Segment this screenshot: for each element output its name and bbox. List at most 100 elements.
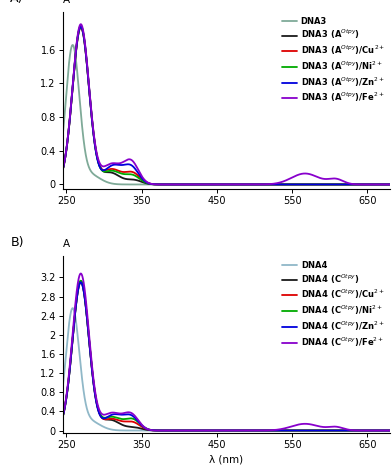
DNA4 (C$^{Otpy}$)/Zn$^{2+}$ xyxy=(346,428,351,433)
DNA4 xyxy=(388,428,392,433)
DNA3 (A$^{Otpy}$) xyxy=(186,182,191,187)
DNA3 xyxy=(70,42,75,48)
DNA3 (A$^{Otpy}$)/Zn$^{2+}$ xyxy=(200,182,205,187)
DNA3 (A$^{Otpy}$) xyxy=(200,182,205,187)
DNA4 (C$^{Otpy}$)/Fe$^{2+}$ xyxy=(381,428,386,433)
DNA3 (A$^{Otpy}$)/Ni$^{2+}$ xyxy=(388,182,392,187)
DNA3 xyxy=(60,133,65,139)
DNA4 (C$^{Otpy}$)/Cu$^{2+}$ xyxy=(388,428,392,433)
DNA3 (A$^{Otpy}$) xyxy=(381,182,386,187)
DNA3 (A$^{Otpy}$)/Fe$^{2+}$ xyxy=(381,182,386,187)
DNA4 (C$^{Otpy}$)/Cu$^{2+}$ xyxy=(346,428,351,433)
DNA3 xyxy=(117,182,122,187)
DNA4 (C$^{Otpy}$)/Zn$^{2+}$ xyxy=(388,428,392,433)
DNA4 (C$^{Otpy}$) xyxy=(388,428,392,433)
Line: DNA4 (C$^{Otpy}$)/Fe$^{2+}$: DNA4 (C$^{Otpy}$)/Fe$^{2+}$ xyxy=(63,273,390,431)
DNA4 xyxy=(117,428,122,433)
DNA4 (C$^{Otpy}$)/Ni$^{2+}$ xyxy=(388,428,392,433)
DNA3 (A$^{Otpy}$)/Zn$^{2+}$ xyxy=(381,182,386,187)
DNA3 (A$^{Otpy}$)/Fe$^{2+}$ xyxy=(60,167,65,172)
DNA3 (A$^{Otpy}$) xyxy=(117,174,122,179)
DNA3 (A$^{Otpy}$)/Cu$^{2+}$ xyxy=(346,182,351,187)
DNA4 xyxy=(60,385,65,391)
DNA3 (A$^{Otpy}$)/Cu$^{2+}$ xyxy=(381,182,386,187)
Text: B): B) xyxy=(10,236,24,249)
DNA4 xyxy=(381,428,386,433)
DNA3 (A$^{Otpy}$)/Zn$^{2+}$ xyxy=(78,24,83,29)
DNA4 (C$^{Otpy}$)/Ni$^{2+}$ xyxy=(186,428,191,433)
DNA4 (C$^{Otpy}$)/Fe$^{2+}$ xyxy=(388,428,392,433)
Line: DNA3 (A$^{Otpy}$)/Ni$^{2+}$: DNA3 (A$^{Otpy}$)/Ni$^{2+}$ xyxy=(63,27,390,184)
Line: DNA4 (C$^{Otpy}$)/Zn$^{2+}$: DNA4 (C$^{Otpy}$)/Zn$^{2+}$ xyxy=(63,282,390,431)
Legend: DNA3, DNA3 (A$^{Otpy}$), DNA3 (A$^{Otpy}$)/Cu$^{2+}$, DNA3 (A$^{Otpy}$)/Ni$^{2+}: DNA3, DNA3 (A$^{Otpy}$), DNA3 (A$^{Otpy}… xyxy=(281,16,386,105)
DNA3 (A$^{Otpy}$)/Cu$^{2+}$ xyxy=(78,25,83,30)
DNA3 (A$^{Otpy}$) xyxy=(346,182,351,187)
DNA4 (C$^{Otpy}$)/Cu$^{2+}$ xyxy=(78,278,83,284)
DNA4 (C$^{Otpy}$)/Fe$^{2+}$ xyxy=(186,428,191,433)
DNA3 (A$^{Otpy}$)/Cu$^{2+}$ xyxy=(186,182,191,187)
DNA4 (C$^{Otpy}$)/Ni$^{2+}$ xyxy=(98,411,103,417)
DNA4 (C$^{Otpy}$) xyxy=(186,428,191,433)
DNA4 (C$^{Otpy}$)/Ni$^{2+}$ xyxy=(60,414,65,419)
Line: DNA3 (A$^{Otpy}$)/Cu$^{2+}$: DNA3 (A$^{Otpy}$)/Cu$^{2+}$ xyxy=(63,28,390,184)
DNA4 (C$^{Otpy}$)/Ni$^{2+}$ xyxy=(346,428,351,433)
DNA4 (C$^{Otpy}$)/Fe$^{2+}$ xyxy=(346,427,351,432)
DNA3 (A$^{Otpy}$)/Fe$^{2+}$ xyxy=(98,161,103,167)
DNA3 (A$^{Otpy}$)/Zn$^{2+}$ xyxy=(388,182,392,187)
DNA4 (C$^{Otpy}$)/Ni$^{2+}$ xyxy=(381,428,386,433)
Legend: DNA4, DNA4 (C$^{Otpy}$), DNA4 (C$^{Otpy}$)/Cu$^{2+}$, DNA4 (C$^{Otpy}$)/Ni$^{2+}: DNA4, DNA4 (C$^{Otpy}$), DNA4 (C$^{Otpy}… xyxy=(281,260,386,350)
Line: DNA3 (A$^{Otpy}$)/Zn$^{2+}$: DNA3 (A$^{Otpy}$)/Zn$^{2+}$ xyxy=(63,27,390,184)
DNA4 xyxy=(346,428,351,433)
X-axis label: λ (nm): λ (nm) xyxy=(209,454,243,464)
Text: A): A) xyxy=(10,0,24,5)
Line: DNA4 (C$^{Otpy}$)/Cu$^{2+}$: DNA4 (C$^{Otpy}$)/Cu$^{2+}$ xyxy=(63,281,390,431)
DNA3 (A$^{Otpy}$)/Zn$^{2+}$ xyxy=(346,182,351,187)
DNA4 (C$^{Otpy}$) xyxy=(98,412,103,417)
DNA4 (C$^{Otpy}$)/Zn$^{2+}$ xyxy=(186,428,191,433)
DNA3 (A$^{Otpy}$)/Cu$^{2+}$ xyxy=(98,164,103,169)
DNA3 xyxy=(388,182,392,187)
DNA4 (C$^{Otpy}$) xyxy=(60,414,65,420)
DNA4 xyxy=(200,428,205,433)
DNA3 xyxy=(346,182,351,187)
DNA3 (A$^{Otpy}$)/Fe$^{2+}$ xyxy=(186,182,191,187)
DNA4 (C$^{Otpy}$)/Cu$^{2+}$ xyxy=(98,412,103,418)
DNA3 (A$^{Otpy}$) xyxy=(388,182,392,187)
DNA3 (A$^{Otpy}$)/Fe$^{2+}$ xyxy=(192,182,197,187)
DNA4 (C$^{Otpy}$)/Zn$^{2+}$ xyxy=(60,414,65,420)
DNA3 (A$^{Otpy}$)/Ni$^{2+}$ xyxy=(98,165,103,170)
DNA4 (C$^{Otpy}$)/Fe$^{2+}$ xyxy=(60,413,65,419)
DNA4 (C$^{Otpy}$)/Zn$^{2+}$ xyxy=(381,428,386,433)
Line: DNA3 (A$^{Otpy}$): DNA3 (A$^{Otpy}$) xyxy=(63,26,390,184)
DNA4 (C$^{Otpy}$)/Cu$^{2+}$ xyxy=(117,418,122,424)
DNA3 (A$^{Otpy}$)/Cu$^{2+}$ xyxy=(388,182,392,187)
DNA3 (A$^{Otpy}$)/Zn$^{2+}$ xyxy=(186,182,191,187)
Line: DNA4 (C$^{Otpy}$)/Ni$^{2+}$: DNA4 (C$^{Otpy}$)/Ni$^{2+}$ xyxy=(63,281,390,431)
DNA4 (C$^{Otpy}$)/Fe$^{2+}$ xyxy=(78,271,83,276)
DNA4 (C$^{Otpy}$)/Ni$^{2+}$ xyxy=(200,428,205,433)
DNA4 (C$^{Otpy}$)/Fe$^{2+}$ xyxy=(98,409,103,415)
DNA4 (C$^{Otpy}$)/Cu$^{2+}$ xyxy=(186,428,191,433)
Text: A: A xyxy=(63,239,70,249)
DNA4 (C$^{Otpy}$)/Fe$^{2+}$ xyxy=(117,411,122,417)
DNA4 (C$^{Otpy}$) xyxy=(200,428,205,433)
DNA3 (A$^{Otpy}$)/Ni$^{2+}$ xyxy=(60,167,65,173)
DNA3 (A$^{Otpy}$) xyxy=(60,167,65,173)
DNA4 xyxy=(70,305,75,311)
DNA4 (C$^{Otpy}$) xyxy=(346,428,351,433)
Line: DNA4 (C$^{Otpy}$): DNA4 (C$^{Otpy}$) xyxy=(63,282,390,431)
DNA4 (C$^{Otpy}$)/Cu$^{2+}$ xyxy=(200,428,205,433)
DNA3 (A$^{Otpy}$)/Ni$^{2+}$ xyxy=(78,24,83,29)
DNA3 (A$^{Otpy}$)/Cu$^{2+}$ xyxy=(117,168,122,174)
DNA4 (C$^{Otpy}$) xyxy=(117,421,122,426)
DNA3 (A$^{Otpy}$)/Fe$^{2+}$ xyxy=(200,182,205,187)
DNA3 (A$^{Otpy}$)/Cu$^{2+}$ xyxy=(60,167,65,173)
DNA3 (A$^{Otpy}$)/Fe$^{2+}$ xyxy=(117,161,122,166)
Line: DNA3: DNA3 xyxy=(63,45,390,184)
DNA4 (C$^{Otpy}$) xyxy=(381,428,386,433)
DNA3 (A$^{Otpy}$)/Zn$^{2+}$ xyxy=(98,165,103,170)
DNA3 (A$^{Otpy}$)/Fe$^{2+}$ xyxy=(346,180,351,186)
Text: A: A xyxy=(63,0,70,5)
Line: DNA4: DNA4 xyxy=(63,308,390,431)
DNA4 (C$^{Otpy}$)/Zn$^{2+}$ xyxy=(78,279,83,285)
